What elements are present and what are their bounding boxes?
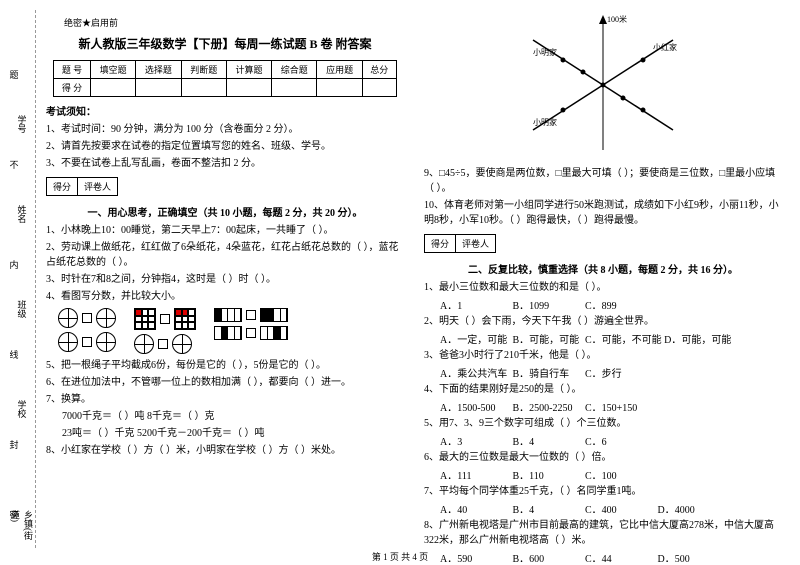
confidential-label: 绝密★启用前 [64,16,404,29]
question: 2、明天（ ）会下雨，今天下午我（ ）游遍全世界。 [424,314,782,329]
binding-label: 姓名 [16,205,29,223]
notice-item: 2、请首先按要求在试卷的指定位置填写您的姓名、班级、学号。 [46,139,404,154]
grader-box: 得分 评卷人 [46,177,118,196]
diagram-label: 小明家 [533,47,557,57]
binding-label: 学号 [16,115,29,133]
score-cell: 应用题 [317,61,362,79]
question: 1、小林晚上10：00睡觉，第二天早上7：00起床，一共睡了（ ）。 [46,223,404,238]
score-cell: 得 分 [54,79,91,97]
options: A．111 B．110 C．100 [440,467,782,482]
score-cell: 题 号 [54,61,91,79]
question: 8、广州新电视塔是广州市目前最高的建筑，它比中信大厦高278米，中信大厦高322… [424,518,782,548]
compare-box [82,313,92,323]
direction-diagram: 100米 小红家 小明家 小明家 [503,10,703,160]
diagram-label: 小红家 [653,42,677,52]
circle-icon [134,334,154,354]
left-column: 绝密★启用前 新人教版三年级数学【下册】每周一练试题 B 卷 附答案 题 号 填… [36,10,414,548]
question: 7、平均每个同学体重25千克，（ ）名同学重1吨。 [424,484,782,499]
question: 9、□45÷5，要使商是两位数，□里最大可填（ ）；要使商是三位数，□里最小应填… [424,166,782,196]
section2-heading: 二、反复比较，慎重选择（共 8 小题，每题 2 分，共 16 分）。 [424,261,782,276]
circle-icon [58,332,78,352]
rect-icon [214,308,242,322]
grader-name: 评卷人 [456,235,495,252]
question: 4、下面的结果刚好是250的是（ ）。 [424,382,782,397]
question: 7、换算。 [46,392,404,407]
notice-title: 考试须知： [46,103,404,118]
question: 4、看图写分数，并比较大小。 [46,289,404,304]
options: A．乘公共汽车 B．骑自行车 C．步行 [440,365,782,380]
binding-margin: 乡镇(街道) 学校 班级 姓名 学号 题 不 内 线 封 密 [8,10,36,548]
compare-box [246,328,256,338]
rect-icon [214,326,242,340]
binding-label: 学校 [16,400,29,418]
binding-mark: 题 [8,70,21,79]
question: 1、最小三位数和最大三位数的和是（ ）。 [424,280,782,295]
diagram-label: 100米 [607,14,627,24]
binding-mark: 不 [8,160,21,169]
score-table: 题 号 填空题 选择题 判断题 计算题 综合题 应用题 总分 得 分 [53,60,397,97]
score-cell: 填空题 [90,61,135,79]
rect-icon [260,308,288,322]
grid-icon [174,308,196,330]
binding-mark: 内 [8,260,21,269]
binding-mark: 密 [8,510,21,519]
options: A．3 B．4 C．6 [440,433,782,448]
compare-box [158,339,168,349]
score-cell: 综合题 [272,61,317,79]
circle-icon [58,308,78,328]
grader-score: 得分 [425,235,456,252]
fraction-shapes [58,308,404,354]
grader-box: 得分 评卷人 [424,234,496,253]
question: 2、劳动课上做纸花，红红做了6朵纸花，4朵蓝花，红花占纸花总数的（ ），蓝花占纸… [46,240,404,270]
notice-item: 3、不要在试卷上乱写乱画，卷面不整洁扣 2 分。 [46,156,404,171]
page-footer: 第 1 页 共 4 页 [0,550,800,563]
question-sub: 7000千克＝（ ）吨 8千克＝（ ）克 [62,409,404,424]
grader-name: 评卷人 [78,178,117,195]
notice-item: 1、考试时间：90 分钟，满分为 100 分（含卷面分 2 分）。 [46,122,404,137]
options: A．40 B．4 C．400 D．4000 [440,501,782,516]
question: 6、在进位加法中，不管哪一位上的数相加满（ ），都要向（ ）进一。 [46,375,404,390]
options: A．1 B．1099 C．899 [440,297,782,312]
binding-mark: 线 [8,350,21,359]
compare-box [246,310,256,320]
rect-icon [260,326,288,340]
options: A．一定，可能 B．可能，可能 C．可能，不可能 D．可能，可能 [440,331,782,346]
circle-icon [96,308,116,328]
question: 8、小红家在学校（ ）方（ ）米，小明家在学校（ ）方（ ）米处。 [46,443,404,458]
options: A．1500-500 B．2500-2250 C．150+150 [440,399,782,414]
question: 5、用7、3、9三个数字可组成（ ）个三位数。 [424,416,782,431]
question: 5、把一根绳子平均截成6份，每份是它的（ ），5份是它的（ ）。 [46,358,404,373]
question: 10、体育老师对第一小组同学进行50米跑测试，成绩如下小红9秒，小丽11秒，小明… [424,198,782,228]
score-cell: 计算题 [226,61,271,79]
score-cell: 总分 [362,61,396,79]
grid-icon [134,308,156,330]
question-sub: 23吨＝（ ）千克 5200千克－200千克＝（ ）吨 [62,426,404,441]
right-column: 100米 小红家 小明家 小明家 9、□45÷5，要使商是两位数，□里最大可填（… [414,10,792,548]
binding-mark: 封 [8,440,21,449]
section1-heading: 一、用心思考，正确填空（共 10 小题，每题 2 分，共 20 分）。 [46,204,404,219]
circle-icon [96,332,116,352]
compare-box [160,314,170,324]
compare-box [82,337,92,347]
exam-title: 新人教版三年级数学【下册】每周一练试题 B 卷 附答案 [46,35,404,52]
question: 6、最大的三位数是最大一位数的（ ）倍。 [424,450,782,465]
circle-icon [172,334,192,354]
question: 3、爸爸3小时行了210千米，他是（ ）。 [424,348,782,363]
diagram-label: 小明家 [533,117,557,127]
score-cell: 判断题 [181,61,226,79]
binding-label: 班级 [16,300,29,318]
grader-score: 得分 [47,178,78,195]
score-cell: 选择题 [136,61,181,79]
question: 3、时针在7和8之间，分钟指4，这时是（ ）时（ ）。 [46,272,404,287]
